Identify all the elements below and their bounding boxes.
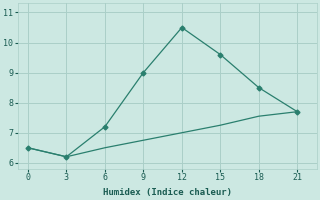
X-axis label: Humidex (Indice chaleur): Humidex (Indice chaleur) <box>103 188 232 197</box>
